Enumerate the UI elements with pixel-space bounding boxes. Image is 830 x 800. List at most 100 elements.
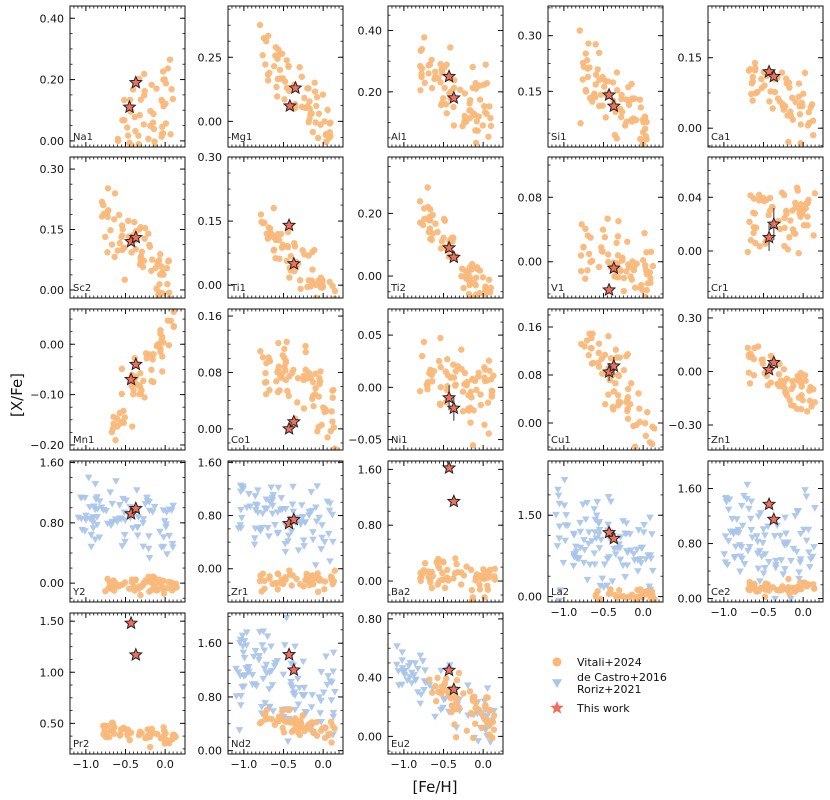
vitali-point [605,391,612,398]
panel-frame [69,612,186,755]
literature-point [745,544,754,551]
literature-point [556,587,564,595]
vitali-point [316,575,324,583]
vitali-point [623,118,630,126]
literature-point [329,538,337,546]
panel-Ca1: 0.00 0.15 Ca1 [678,5,824,148]
vitali-point [112,436,119,444]
vitali-point [649,423,656,430]
vitali-point [601,234,609,241]
literature-point [251,647,260,655]
vitali-point [279,707,286,715]
this-work-star [446,681,461,696]
panel-frame [707,156,824,299]
literature-point [265,703,274,711]
literature-point [273,657,282,665]
vitali-point [585,250,593,258]
vitali-point [472,139,480,147]
vitali-point [434,228,441,236]
vitali-point [263,706,271,714]
y-tick-label: 0.00 [198,563,223,576]
literature-point [394,668,403,675]
vitali-point [779,586,786,593]
vitali-point [145,573,152,580]
vitali-point [463,563,470,570]
vitali-point [306,98,313,105]
vitali-point [620,287,628,295]
vitali-point [164,65,172,72]
vitali-point [137,591,144,599]
literature-point [416,700,425,708]
vitali-point [120,724,127,731]
panel-Zr1: 0.00 0.80 1.60 Zr1 [198,456,344,603]
this-work-star [123,371,139,386]
literature-point [159,507,168,515]
vitali-point [594,588,601,595]
literature-point [237,506,245,514]
literature-point [554,486,562,494]
vitali-point [612,346,620,353]
vitali-point [458,581,465,588]
vitali-point [321,408,328,416]
literature-point [629,551,638,558]
vitali-point [599,73,606,81]
literature-point [742,495,751,503]
literature-point [307,704,316,711]
vitali-point [309,378,317,386]
vitali-point [303,570,310,577]
vitali-point [786,234,793,241]
vitali-point [324,106,331,114]
vitali-point [294,374,302,382]
y-tick-label: 0.30 [518,30,543,43]
vitali-point [135,132,142,139]
literature-point [139,516,148,523]
literature-point [634,527,643,534]
vitali-point [115,211,123,219]
vitali-point [421,79,428,87]
vitali-point [301,94,308,102]
vitali-point [488,391,495,398]
vitali-point [633,421,640,429]
vitali-point [263,230,270,237]
panel-Mg1: 0.00 0.25 Mg1 [198,5,344,148]
vitali-point [582,275,589,282]
vitali-point [266,69,273,77]
vitali-point [634,593,641,601]
vitali-point [314,588,322,596]
vitali-point [157,250,164,258]
literature-point [112,478,120,485]
vitali-point [275,570,282,578]
panel-frame [707,5,824,148]
literature-point [634,568,642,575]
data-points [100,615,179,751]
vitali-point [802,581,810,588]
literature-point [133,524,142,531]
literature-point [129,525,137,532]
literature-point [796,530,805,538]
literature-point [326,558,334,565]
element-label: Ca1 [711,132,730,143]
literature-point [169,502,177,510]
y-tick-label: 0.00 [40,338,65,351]
literature-point [437,706,445,714]
vitali-point [805,109,812,116]
literature-point [315,694,324,702]
literature-point [255,656,263,664]
vitali-point [803,200,810,207]
data-points [744,184,819,257]
literature-point [89,525,98,532]
literature-point [270,663,279,670]
vitali-point [479,122,486,129]
vitali-point [625,83,632,91]
this-work-star [128,75,143,89]
vitali-point [595,596,602,602]
vitali-point [113,415,121,422]
vitali-point [605,333,612,340]
literature-point [144,545,153,553]
y-tick-label: 0.04 [678,191,703,204]
vitali-point [329,282,336,290]
vitali-point [642,266,650,274]
this-work-star [281,217,297,232]
vitali-point [162,299,168,305]
panel-La2: −1.0 −0.5 0.0 0.00 1.50 La2 [518,460,664,619]
